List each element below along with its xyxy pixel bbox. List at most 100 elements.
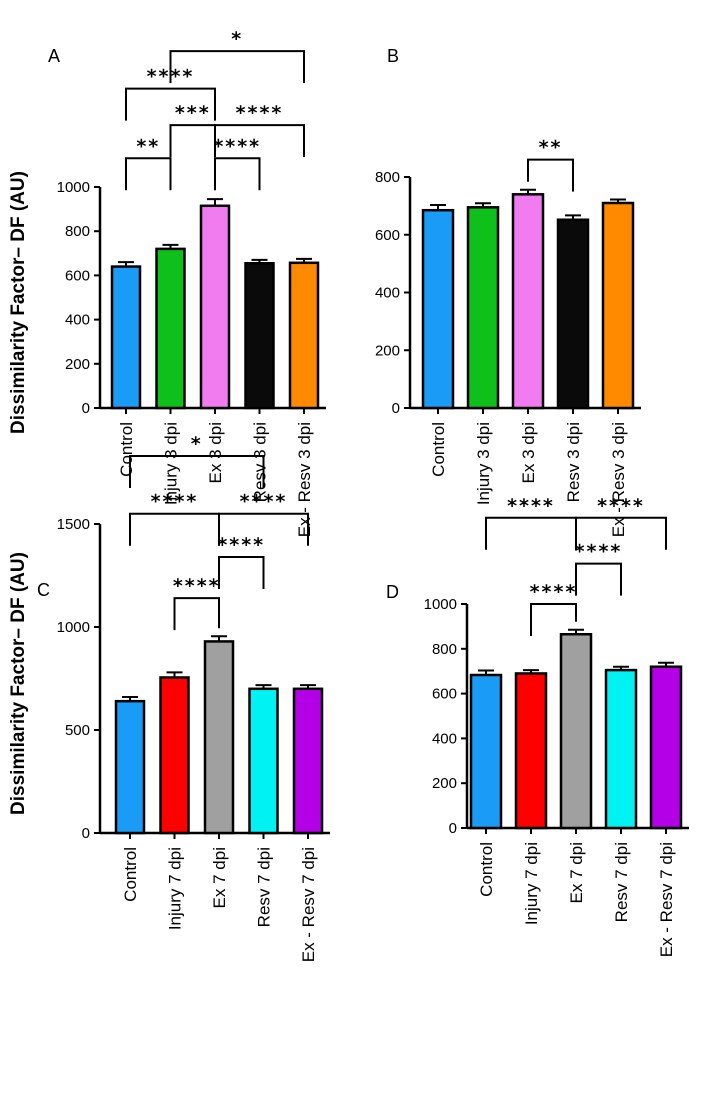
y-axis-label: Dissimilarity Factor– DF (AU) [8, 171, 29, 434]
panel-letter: D [386, 582, 399, 602]
y-tick-label: 1500 [57, 516, 90, 533]
bar [288, 261, 320, 410]
significance-label: * [191, 433, 203, 455]
bar [199, 204, 231, 410]
error-bar [255, 684, 272, 689]
error-bar [430, 204, 446, 211]
significance-bracket [527, 158, 574, 192]
y-tick-label: 1000 [57, 619, 90, 636]
significance-label: ** [539, 137, 563, 159]
significance-label: ** [136, 135, 160, 157]
error-bar [122, 696, 138, 702]
significance-bracket [125, 87, 216, 121]
bar [556, 218, 590, 410]
significance-label: **** [217, 534, 265, 556]
error-bar [520, 188, 536, 195]
significance-label: **** [240, 491, 288, 513]
significance-bracket [125, 157, 172, 191]
y-tick-label: 0 [82, 825, 90, 842]
error-bar [162, 243, 179, 249]
bar [559, 632, 593, 830]
significance-label: **** [151, 491, 199, 513]
bar [469, 673, 503, 830]
y-tick-label: 800 [375, 169, 400, 186]
significance-bracket [173, 597, 220, 631]
y-tick-label: 600 [65, 267, 90, 284]
x-tick-label: Injury 3 dpi [474, 422, 493, 505]
significance-label: **** [530, 581, 578, 603]
bar [244, 261, 275, 410]
bar [155, 247, 186, 410]
x-tick-label: Control [117, 422, 136, 477]
significance-bracket [169, 124, 216, 158]
y-tick-label: 200 [65, 356, 90, 373]
bar [601, 201, 635, 410]
error-bar [207, 198, 223, 206]
significance-bracket [129, 455, 265, 489]
x-tick-label: Ex 3 dpi [519, 422, 538, 483]
x-tick-label: Ex - Resv 3 dpi [295, 422, 314, 537]
x-tick-label: Ex - Resv 7 dpi [299, 847, 318, 962]
panel-b: B 0 200 400 600 800 Control Injury 3 dpi Ex 3 dp… [375, 46, 641, 537]
y-tick-label: 600 [375, 227, 400, 244]
y-tick-label: 0 [392, 400, 400, 417]
error-bar [613, 665, 629, 671]
x-tick-label: Control [477, 842, 496, 897]
panel-c: C Dissimilarity Factor– DF (AU) 0 500 1000 15… [8, 433, 330, 962]
significance-bracket [129, 512, 220, 546]
x-tick-label: Injury 7 dpi [522, 842, 541, 925]
significance-label: **** [173, 575, 221, 597]
bar [604, 668, 638, 830]
x-tick-label: Ex 7 dpi [210, 847, 229, 908]
error-bar [565, 214, 581, 220]
y-tick-label: 200 [375, 342, 400, 359]
panel-d: D 0 200 400 600 800 1000 Control Injury 7 dpi Ex … [386, 495, 689, 957]
panel-letter: C [37, 580, 50, 600]
error-bar [658, 661, 674, 667]
significance-label: * [231, 28, 243, 50]
significance-label: **** [236, 102, 284, 124]
y-tick-label: 200 [432, 775, 457, 792]
bar [114, 699, 146, 835]
bar [110, 265, 142, 410]
significance-bracket [218, 555, 265, 589]
bar [421, 208, 455, 410]
error-bar [211, 635, 227, 642]
significance-bracket [530, 603, 577, 636]
significance-bracket [575, 562, 622, 596]
panel-letter: A [48, 46, 60, 66]
x-tick-label: Control [429, 422, 448, 477]
panel-letter: B [387, 46, 399, 66]
x-tick-label: Resv 7 dpi [255, 847, 274, 927]
significance-bracket [575, 516, 667, 550]
x-tick-label: Control [121, 847, 140, 902]
bar [203, 640, 235, 835]
significance-label: **** [575, 541, 623, 563]
error-bar [251, 258, 268, 264]
x-tick-label: Resv 3 dpi [564, 422, 583, 502]
y-axis-label: Dissimilarity Factor– DF (AU) [8, 552, 29, 815]
bar [466, 206, 500, 410]
error-bar [300, 684, 316, 689]
significance-bracket [214, 157, 261, 191]
significance-bracket [214, 124, 305, 158]
error-bar [568, 628, 584, 635]
significance-bracket [169, 50, 305, 84]
x-tick-label: Injury 3 dpi [162, 422, 181, 505]
error-bar [610, 198, 626, 203]
y-tick-label: 500 [65, 722, 90, 739]
bar [511, 193, 545, 410]
significance-label: *** [175, 102, 211, 124]
bar [292, 687, 324, 835]
y-tick-label: 800 [432, 641, 457, 658]
significance-label: **** [213, 135, 261, 157]
y-tick-label: 1000 [57, 179, 90, 196]
bar [159, 676, 190, 835]
x-tick-label: Ex - Resv 7 dpi [657, 842, 676, 957]
significance-label: **** [507, 495, 555, 517]
error-bar [523, 669, 539, 674]
error-bar [296, 257, 312, 263]
panel-a: A Dissimilarity Factor– DF (AU) 0 200 400 600… [8, 28, 326, 537]
bar [514, 672, 548, 830]
